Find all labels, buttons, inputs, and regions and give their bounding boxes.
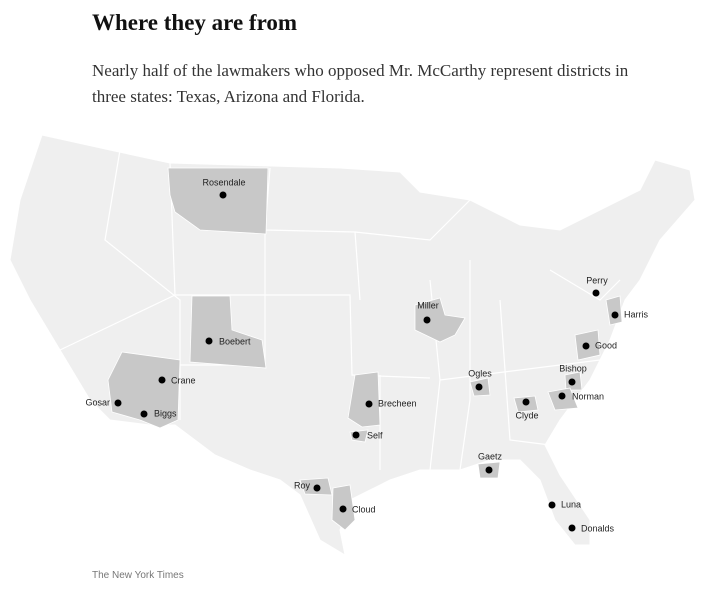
district-dot bbox=[582, 342, 590, 350]
district-dot bbox=[568, 524, 576, 532]
lawmaker-label: Perry bbox=[586, 275, 608, 285]
markers: Rosendale Boebert Crane Gosar Biggs Miller Per… bbox=[85, 177, 648, 533]
lawmaker-label: Luna bbox=[561, 499, 581, 509]
district-dot bbox=[365, 400, 373, 408]
lawmaker-label: Miller bbox=[417, 300, 439, 310]
district-dot bbox=[548, 501, 556, 509]
lawmaker-label: Self bbox=[367, 430, 383, 440]
lawmaker-label: Biggs bbox=[154, 408, 177, 418]
us-outline bbox=[9, 134, 696, 557]
lawmaker-label: Rosendale bbox=[202, 177, 245, 187]
source: The New York Times bbox=[92, 570, 184, 581]
lawmaker-label: Norman bbox=[572, 391, 604, 401]
lawmaker-label: Gaetz bbox=[478, 451, 503, 461]
title: Where they are from bbox=[92, 10, 298, 35]
lawmaker-label: Gosar bbox=[85, 397, 110, 407]
district-dot bbox=[313, 484, 321, 492]
lawmaker-label: Brecheen bbox=[378, 398, 417, 408]
lawmaker-label: Ogles bbox=[468, 368, 492, 378]
district-dot bbox=[352, 431, 360, 439]
district-dot bbox=[558, 392, 566, 400]
lawmaker-label: Roy bbox=[294, 480, 311, 490]
lawmaker-label: Crane bbox=[171, 375, 196, 385]
district-dot bbox=[475, 383, 483, 391]
district-dot bbox=[205, 337, 213, 345]
lawmaker-label: Good bbox=[595, 340, 617, 350]
district-dot bbox=[568, 378, 576, 386]
district-dot bbox=[114, 399, 122, 407]
lawmaker-label: Donalds bbox=[581, 523, 615, 533]
district-dot bbox=[423, 316, 431, 324]
district-dot bbox=[611, 311, 619, 319]
district-dot bbox=[140, 410, 148, 418]
lawmaker-label: Boebert bbox=[219, 336, 251, 346]
lawmaker-label: Bishop bbox=[559, 363, 587, 373]
lawmaker-label: Cloud bbox=[352, 504, 376, 514]
district-dot bbox=[485, 466, 493, 474]
district-dot bbox=[158, 376, 166, 384]
district-dot bbox=[522, 398, 530, 406]
district-dot bbox=[592, 289, 600, 297]
subtitle: Nearly half of the lawmakers who opposed… bbox=[92, 61, 629, 106]
district-dot bbox=[219, 191, 227, 199]
lawmaker-label: Clyde bbox=[515, 410, 538, 420]
district-dot bbox=[339, 505, 347, 513]
lawmaker-label: Harris bbox=[624, 309, 648, 319]
